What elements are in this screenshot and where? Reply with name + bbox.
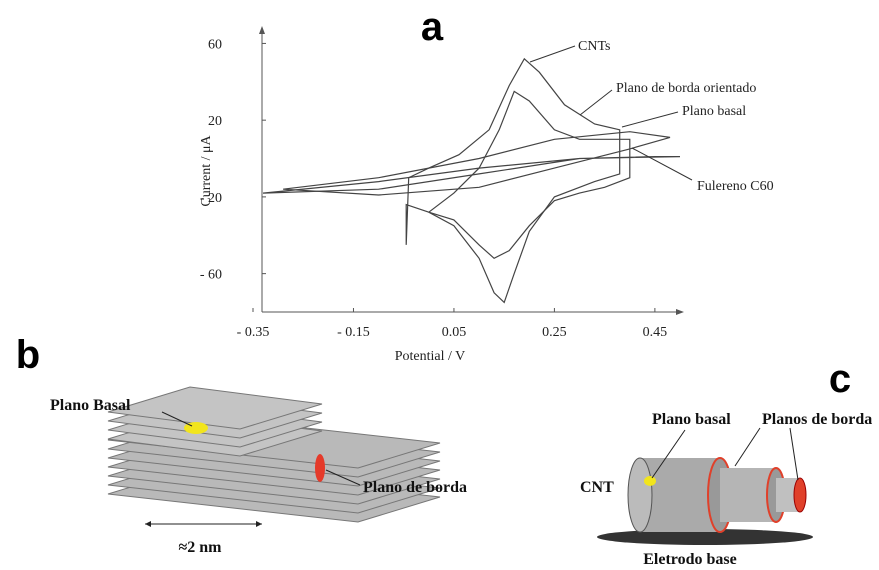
diagram-label: CNT [580,479,614,496]
x-tick-label: - 0.15 [337,325,370,340]
cylinder [640,458,720,532]
pointer [161,411,193,427]
annotation-arrow [579,89,613,116]
electrode [597,529,813,545]
y-axis-label: Current / μA [199,134,214,206]
cylinder-cap [627,457,653,533]
diagram-label: ≈2 nm [178,539,222,556]
axis-arrow [259,26,265,34]
cv-curve [262,156,681,194]
y-tick-label: - 20 [200,191,222,206]
x-tick-label: 0.45 [643,325,668,340]
arrow-head [256,521,262,527]
series-label: Plano de borda orientado [616,81,756,96]
annotation-arrow [529,45,576,63]
graphite-diagram [107,386,441,523]
series-label: Fulereno C60 [697,179,774,194]
panel-label: a [421,5,444,49]
x-axis-label: Potential / V [395,349,466,364]
pointer [789,427,799,481]
y-tick-label: 20 [208,114,222,129]
arrow-head [145,521,151,527]
diagram-label: Plano de borda [363,479,467,496]
diagram-label: Planos de borda [762,411,872,428]
x-tick-label: - 0.35 [237,325,270,340]
pointer [734,427,761,467]
pointer [325,469,361,486]
annotation-arrow [621,111,679,128]
cv-curve [283,131,671,196]
cv-curve [428,90,631,260]
series-label: Plano basal [682,104,746,119]
cv-curve [405,57,621,304]
y-tick-label: - 60 [200,268,222,283]
diagram-label: Plano basal [652,411,731,428]
diagram-label: Eletrodo base [643,551,736,568]
cylinder-cap [793,477,807,513]
y-tick-label: 60 [208,37,222,52]
edge-spot [315,454,325,482]
series-label: CNTs [578,39,610,54]
annotation-arrow [631,147,693,181]
x-tick-label: 0.05 [442,325,467,340]
diagram-label: Plano Basal [50,397,131,414]
axis-arrow [676,309,684,315]
panel-label: b [16,333,40,377]
basal-spot [644,476,656,486]
panel-label: c [829,357,851,401]
x-tick-label: 0.25 [542,325,567,340]
pointer [651,429,686,479]
